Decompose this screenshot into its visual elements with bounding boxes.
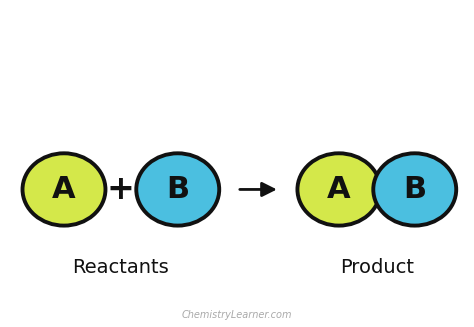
Text: ChemistryLearner.com: ChemistryLearner.com [182, 310, 292, 320]
Text: Product: Product [340, 258, 414, 277]
Text: B: B [403, 175, 426, 204]
Ellipse shape [23, 153, 106, 226]
Ellipse shape [374, 153, 456, 226]
Text: +: + [107, 173, 135, 206]
Text: Reactants: Reactants [73, 258, 169, 277]
Text: A: A [52, 175, 76, 204]
Ellipse shape [298, 153, 381, 226]
Ellipse shape [137, 153, 219, 226]
Text: B: B [166, 175, 189, 204]
Text: Synthesis Reaction: Synthesis Reaction [13, 19, 461, 61]
Text: A: A [327, 175, 351, 204]
